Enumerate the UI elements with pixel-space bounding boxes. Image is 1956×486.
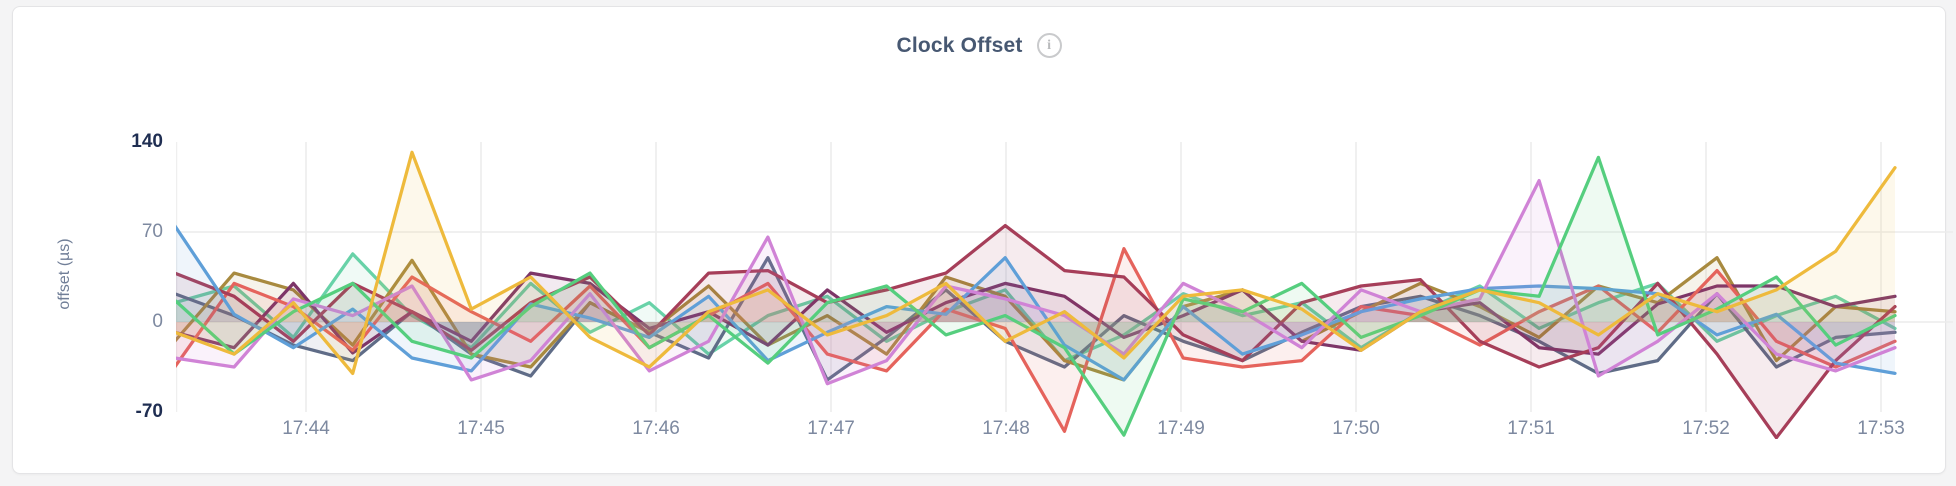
series-line-node-blue[interactable] bbox=[176, 224, 1897, 382]
y-tick-label: -70 bbox=[135, 401, 163, 422]
x-tick-label: 17:53 bbox=[1857, 418, 1905, 439]
series-line-node-yellow[interactable] bbox=[176, 150, 1897, 376]
clock-offset-panel: Clock Offset i offset (µs) 140 70 0 -70 17:… bbox=[12, 6, 1953, 474]
series-line-node-orchid[interactable] bbox=[176, 178, 1897, 386]
panel-header: Clock Offset i bbox=[13, 33, 1945, 58]
series-area-node-plum bbox=[176, 273, 1895, 355]
y-tick-label: 70 bbox=[141, 221, 163, 242]
series-line-node-green[interactable] bbox=[176, 155, 1897, 437]
series-line-node-salmon[interactable] bbox=[176, 247, 1897, 433]
y-tick-label: 140 bbox=[131, 131, 163, 152]
x-tick-label: 17:52 bbox=[1682, 418, 1730, 439]
series-area-node-mint bbox=[176, 253, 1895, 361]
x-tick-label: 17:45 bbox=[457, 418, 505, 439]
panel-title: Clock Offset bbox=[896, 33, 1023, 57]
clock-offset-chart[interactable]: offset (µs) 140 70 0 -70 17:44 17:45 17:46 17:… bbox=[13, 7, 1953, 473]
series-line-node-burgundy[interactable] bbox=[176, 223, 1897, 439]
x-tick-label: 17:48 bbox=[982, 418, 1030, 439]
plot-area[interactable] bbox=[176, 107, 1953, 439]
series-area-node-salmon bbox=[176, 248, 1895, 432]
series-line-node-plum[interactable] bbox=[176, 271, 1897, 356]
x-tick-label: 17:47 bbox=[807, 418, 855, 439]
series-area-node-orchid bbox=[176, 180, 1895, 384]
y-tick-label: 0 bbox=[152, 311, 163, 332]
series-area-node-yellow bbox=[176, 152, 1895, 374]
x-tick-label: 17:46 bbox=[632, 418, 680, 439]
x-tick-label: 17:51 bbox=[1507, 418, 1555, 439]
series-area-node-burgundy bbox=[176, 225, 1895, 438]
info-icon[interactable]: i bbox=[1036, 33, 1062, 58]
series-area-node-green bbox=[176, 157, 1895, 436]
x-tick-label: 17:44 bbox=[282, 418, 330, 439]
x-tick-label: 17:50 bbox=[1332, 418, 1380, 439]
x-tick-label: 17:49 bbox=[1157, 418, 1205, 439]
